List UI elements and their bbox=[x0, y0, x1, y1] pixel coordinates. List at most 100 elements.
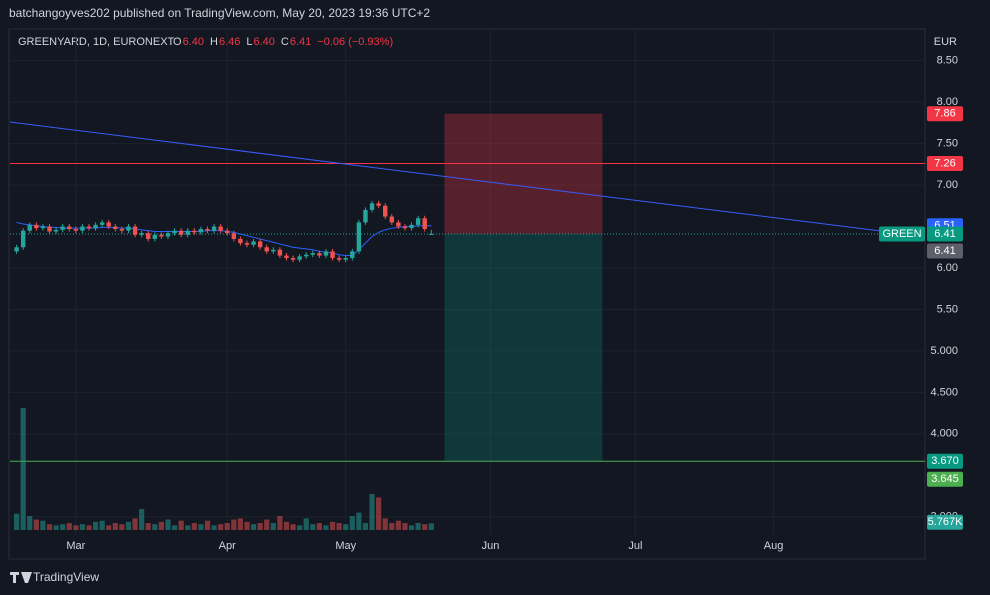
volume-bar bbox=[171, 525, 178, 530]
y-tick-label: 5.50 bbox=[937, 303, 958, 315]
candle-body bbox=[159, 234, 164, 237]
volume-bar bbox=[73, 525, 79, 530]
legend-value: 6.41 bbox=[290, 36, 311, 48]
volume-label-box bbox=[927, 514, 963, 530]
legend-value: 6.46 bbox=[219, 36, 240, 48]
candle-body bbox=[244, 243, 250, 245]
candle-body bbox=[185, 230, 190, 235]
volume-bar bbox=[112, 523, 118, 530]
volume-bar bbox=[343, 524, 349, 530]
candle-body bbox=[343, 258, 348, 260]
volume-bar bbox=[198, 524, 204, 530]
y-tick-label: 8.50 bbox=[937, 55, 958, 67]
candle-body bbox=[350, 251, 355, 259]
volume-bar bbox=[125, 521, 132, 530]
volume-bar bbox=[395, 520, 401, 530]
y-tick-label: 4.500 bbox=[930, 386, 958, 398]
y-tick-label: 6.00 bbox=[937, 262, 958, 274]
volume-bar bbox=[165, 519, 171, 530]
volume-bar bbox=[422, 524, 428, 530]
footer: TradingView bbox=[33, 570, 99, 584]
candle-body bbox=[106, 222, 111, 227]
candle-body bbox=[152, 234, 158, 239]
volume-bar bbox=[408, 525, 415, 530]
legend-change: −0.06 (−0.93%) bbox=[317, 36, 393, 48]
y-tick-label: 5.000 bbox=[930, 345, 958, 357]
volume-bar bbox=[244, 521, 250, 530]
volume-bar bbox=[349, 516, 355, 530]
candle-body bbox=[310, 253, 316, 255]
price-label: 7.26 bbox=[934, 157, 955, 169]
candle-body bbox=[376, 203, 381, 206]
volume-bar bbox=[257, 523, 263, 530]
candle-body bbox=[257, 241, 263, 248]
candle-body bbox=[14, 247, 19, 252]
plot bbox=[9, 113, 926, 530]
candle-body bbox=[238, 238, 243, 244]
price-label-box bbox=[927, 226, 963, 242]
candle-body bbox=[277, 249, 283, 256]
candle-body bbox=[47, 226, 52, 232]
volume-bar bbox=[86, 525, 92, 530]
candle-body bbox=[264, 247, 269, 252]
candle-body bbox=[336, 258, 342, 260]
volume-bar bbox=[323, 525, 329, 530]
candle-body bbox=[409, 224, 414, 229]
volume-bar bbox=[60, 524, 66, 530]
header: batchangoyves202 published on TradingVie… bbox=[9, 6, 430, 20]
candle-body bbox=[251, 241, 256, 245]
volume-bar bbox=[66, 523, 72, 530]
candle-body bbox=[211, 226, 217, 231]
candle-body bbox=[20, 230, 26, 248]
candle-body bbox=[113, 226, 118, 230]
volume-bar bbox=[356, 512, 362, 530]
candle-body bbox=[53, 229, 59, 232]
volume-label: 5.767K bbox=[928, 516, 964, 528]
volume-bar bbox=[106, 525, 112, 530]
grid bbox=[10, 30, 925, 535]
price-label-box bbox=[927, 106, 963, 122]
y-tick-label: 7.50 bbox=[937, 138, 958, 150]
volume-bar bbox=[310, 524, 316, 530]
candle-body bbox=[27, 224, 32, 231]
volume-bar bbox=[264, 519, 270, 530]
candle-body bbox=[304, 254, 309, 257]
price-label: 3.645 bbox=[931, 473, 959, 485]
candle-body bbox=[165, 233, 171, 237]
candle-body bbox=[73, 229, 79, 231]
position-stop-zone bbox=[444, 233, 603, 462]
candle-body bbox=[415, 218, 421, 225]
volume-bar bbox=[316, 523, 322, 530]
logo: TradingView bbox=[10, 570, 99, 584]
y-tick-label: 7.00 bbox=[937, 179, 958, 191]
price-label: 7.86 bbox=[934, 108, 955, 120]
x-tick-label: Aug bbox=[764, 540, 784, 552]
price-label: 6.41 bbox=[934, 245, 955, 257]
legend-key: H bbox=[210, 36, 218, 48]
moving-average bbox=[16, 221, 432, 257]
axis: 8.50 8.00 7.50 7.00 6.00 5.50 5.000 4.500 4.000 3… bbox=[66, 55, 963, 552]
candle-body bbox=[132, 226, 138, 235]
volume-bar bbox=[132, 518, 138, 530]
volume-bar bbox=[250, 524, 257, 530]
volume-bar bbox=[369, 493, 375, 530]
candle-body bbox=[60, 226, 65, 230]
y-tick-label: 4.000 bbox=[930, 428, 958, 440]
candle-body bbox=[86, 226, 92, 229]
volume-bar bbox=[191, 523, 197, 530]
volume-bar bbox=[99, 520, 105, 530]
legend-value: 6.40 bbox=[183, 36, 204, 48]
candle-body bbox=[205, 229, 210, 231]
volume-bar bbox=[13, 513, 20, 530]
volume-bar bbox=[218, 524, 224, 530]
candle-body bbox=[363, 209, 368, 223]
candle-body bbox=[99, 222, 105, 225]
candle-body bbox=[396, 222, 401, 227]
volume-bar bbox=[224, 523, 230, 530]
candle-body bbox=[231, 233, 237, 239]
volume-bar bbox=[303, 518, 309, 530]
x-tick-label: Jun bbox=[482, 540, 500, 552]
volume-bar bbox=[376, 497, 382, 530]
candle-body bbox=[139, 233, 144, 235]
volume-bar bbox=[33, 519, 39, 530]
